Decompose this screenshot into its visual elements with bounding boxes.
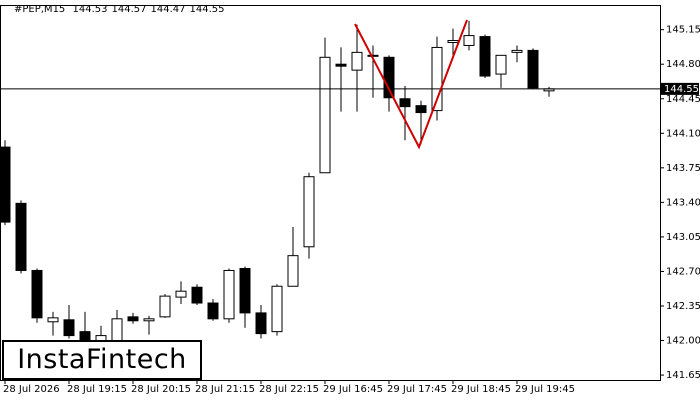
candle-body bbox=[479, 36, 491, 77]
double-top-pattern bbox=[354, 19, 468, 150]
candle-body bbox=[239, 267, 251, 314]
candle-body bbox=[127, 316, 139, 322]
y-tick-label: 143.75 bbox=[666, 163, 700, 174]
candle-body bbox=[0, 146, 11, 223]
candle-body bbox=[383, 56, 395, 99]
x-tick-label: 29 Jul 16:45 bbox=[323, 384, 383, 395]
candle-body bbox=[527, 49, 539, 89]
candle-body bbox=[511, 49, 523, 53]
ohlc-low: 144.47 bbox=[150, 4, 186, 15]
candle-body bbox=[159, 295, 171, 318]
candle-body bbox=[319, 56, 331, 174]
y-tick-label: 142.35 bbox=[666, 301, 700, 312]
ohlc-open: 144.53 bbox=[72, 4, 108, 15]
header: #PEP,M15 144.53 144.57 144.47 144.55 bbox=[14, 4, 228, 15]
price-tag bbox=[661, 82, 699, 95]
candle-body bbox=[399, 98, 411, 108]
candle-body bbox=[47, 317, 59, 323]
x-tick-label: 29 Jul 19:45 bbox=[515, 384, 575, 395]
candle-body bbox=[495, 54, 507, 75]
candle-body bbox=[463, 35, 475, 46]
pattern-line bbox=[354, 19, 468, 150]
x-tick-label: 29 Jul 18:45 bbox=[451, 384, 511, 395]
candle-body bbox=[367, 54, 379, 57]
candle-body bbox=[143, 318, 155, 322]
candle-body bbox=[111, 318, 123, 344]
y-tick-label: 144.10 bbox=[666, 128, 700, 139]
y-tick-label: 145.15 bbox=[666, 25, 700, 36]
candle-body bbox=[191, 286, 203, 304]
candle-body bbox=[335, 63, 347, 67]
candle-body bbox=[431, 46, 443, 112]
y-tick-label: 142.70 bbox=[666, 266, 700, 277]
candle-body bbox=[303, 176, 315, 248]
candle-body bbox=[415, 105, 427, 114]
ohlc-close: 144.55 bbox=[189, 4, 225, 15]
watermark: InstaFintech bbox=[2, 340, 202, 380]
y-tick-label: 141.65 bbox=[666, 370, 700, 381]
candle-body bbox=[207, 302, 219, 320]
x-tick-label: 28 Jul 2026 bbox=[3, 384, 60, 395]
candle-body bbox=[15, 202, 27, 271]
y-tick-label: 142.00 bbox=[666, 336, 700, 347]
candle-body bbox=[447, 40, 459, 44]
y-tick-label: 143.40 bbox=[666, 197, 700, 208]
x-tick-label: 28 Jul 19:15 bbox=[67, 384, 127, 395]
candle-body bbox=[255, 312, 267, 335]
y-tick-label: 144.45 bbox=[666, 94, 700, 105]
x-tick-label: 29 Jul 17:45 bbox=[387, 384, 447, 395]
x-tick-label: 28 Jul 22:15 bbox=[259, 384, 319, 395]
candle-body bbox=[271, 285, 283, 333]
symbol: #PEP,M15 bbox=[14, 4, 66, 15]
candle-body bbox=[351, 51, 363, 71]
candle-body bbox=[175, 290, 187, 298]
candle-body bbox=[31, 269, 43, 319]
y-tick-label: 144.80 bbox=[666, 59, 700, 70]
candle-body bbox=[223, 269, 235, 320]
candle-body bbox=[287, 255, 299, 287]
price-tag-label: 144.55 bbox=[664, 84, 699, 95]
ohlc-high: 144.57 bbox=[111, 4, 147, 15]
y-tick-label: 143.05 bbox=[666, 232, 700, 243]
candle-body bbox=[63, 319, 75, 337]
x-tick-label: 28 Jul 21:15 bbox=[195, 384, 255, 395]
x-tick-label: 28 Jul 20:15 bbox=[131, 384, 191, 395]
